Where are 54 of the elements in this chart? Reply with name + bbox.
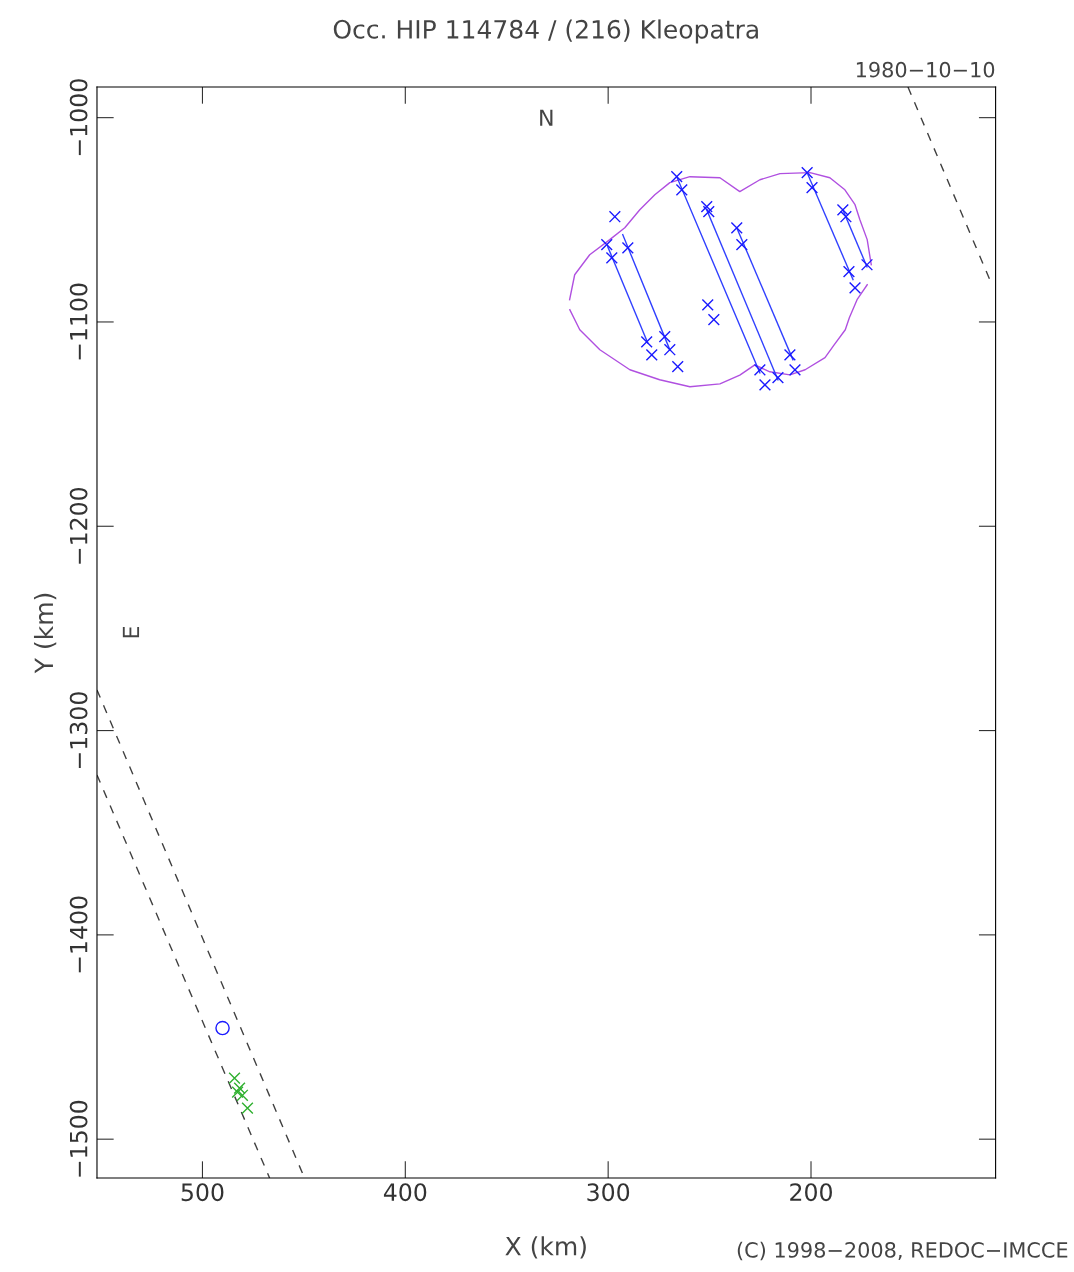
point bbox=[658, 330, 671, 343]
y-tick-label: −1400 bbox=[69, 896, 88, 973]
point bbox=[663, 343, 676, 356]
point bbox=[241, 1102, 254, 1115]
x-tick-label: 200 bbox=[790, 1183, 832, 1202]
point bbox=[600, 238, 613, 251]
point bbox=[801, 166, 814, 179]
y-tick-label: −1000 bbox=[69, 79, 88, 156]
point bbox=[671, 360, 684, 373]
point bbox=[700, 200, 713, 213]
chart-title: Occ. HIP 114784 / (216) Kleopatra bbox=[333, 19, 758, 44]
point bbox=[233, 1082, 246, 1095]
point bbox=[839, 210, 852, 223]
point bbox=[730, 221, 743, 234]
point bbox=[670, 170, 683, 183]
point bbox=[848, 281, 862, 294]
y-tick-label: −1500 bbox=[69, 1100, 88, 1177]
point bbox=[231, 1086, 244, 1099]
point bbox=[842, 265, 856, 278]
point bbox=[621, 241, 634, 254]
point bbox=[645, 348, 658, 361]
point bbox=[771, 371, 785, 384]
point bbox=[788, 363, 802, 376]
point bbox=[675, 183, 688, 196]
point bbox=[836, 203, 849, 216]
annotation: E bbox=[122, 626, 140, 638]
text: 1980−10−10 bbox=[856, 61, 995, 78]
y-tick-label: −1300 bbox=[69, 692, 88, 769]
point bbox=[608, 210, 621, 223]
point bbox=[758, 378, 772, 391]
line-series bbox=[569, 284, 868, 388]
annotation: N bbox=[540, 109, 553, 126]
point bbox=[702, 205, 715, 218]
line-series bbox=[568, 171, 872, 301]
x-tick-label: 400 bbox=[383, 1183, 427, 1202]
point bbox=[753, 363, 766, 376]
point bbox=[640, 335, 653, 348]
point bbox=[805, 181, 819, 194]
point bbox=[860, 258, 874, 271]
x-axis-title: X (km) bbox=[505, 1236, 586, 1259]
y-tick-label: −1100 bbox=[69, 283, 88, 360]
point bbox=[605, 251, 618, 264]
point bbox=[228, 1072, 241, 1085]
point bbox=[236, 1089, 249, 1102]
point bbox=[735, 238, 748, 251]
y-axis-title: Y (km) bbox=[33, 593, 57, 674]
point bbox=[215, 1020, 230, 1036]
x-tick-label: 500 bbox=[181, 1183, 224, 1202]
x-tick-label: 300 bbox=[587, 1183, 630, 1202]
point bbox=[701, 298, 714, 311]
text: (C) 1998−2008, REDOC−IMCCE bbox=[737, 1241, 1068, 1261]
point bbox=[783, 348, 796, 361]
y-tick-label: −1200 bbox=[69, 487, 88, 564]
point bbox=[707, 313, 720, 326]
